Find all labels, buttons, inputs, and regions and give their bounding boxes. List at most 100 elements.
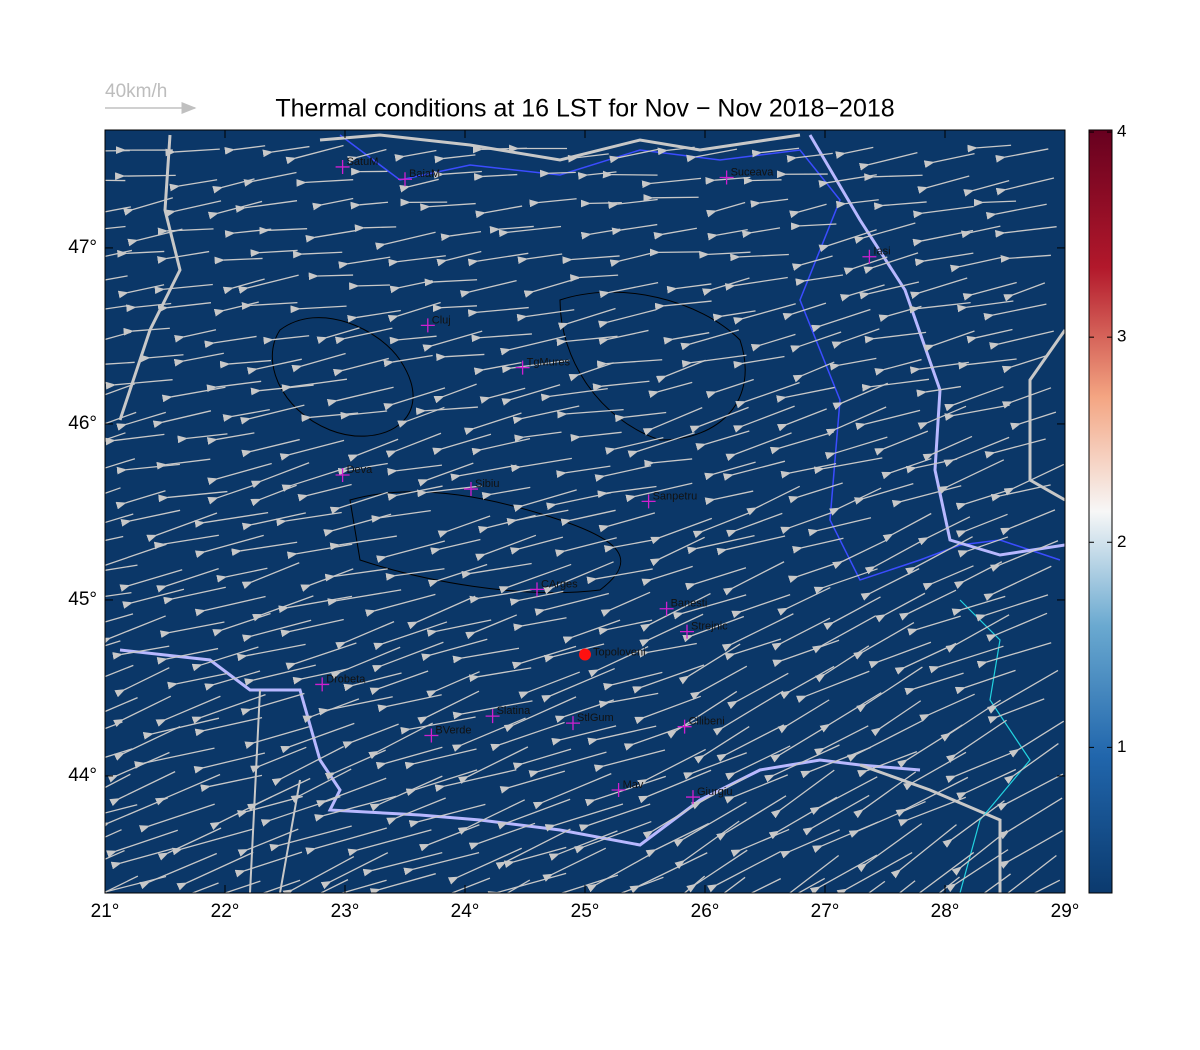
wind-arrow [998, 855, 1057, 893]
wind-arrow [509, 590, 564, 606]
wind-arrow [962, 281, 1017, 301]
wind-arrow [825, 406, 887, 437]
wind-arrow [394, 149, 437, 162]
city-marker [659, 601, 674, 616]
wind-arrow [640, 592, 711, 632]
wind-arrow [212, 612, 271, 637]
wind-arrow [956, 768, 1017, 800]
wind-arrow [770, 769, 835, 819]
city-label: Mav [623, 779, 644, 791]
wind-arrow [772, 639, 840, 668]
wind-arrow [241, 301, 298, 310]
wind-arrow [592, 380, 650, 392]
wind-arrow [263, 335, 310, 345]
wind-arrow [116, 411, 167, 431]
city-label: Suceava [731, 166, 775, 178]
wind-arrow [383, 354, 433, 368]
wind-arrow [163, 586, 226, 605]
wind-arrow [809, 854, 878, 893]
wind-arrow [685, 567, 747, 591]
wind-arrow [839, 284, 885, 302]
wind-arrow [989, 330, 1054, 350]
wind-arrow [105, 875, 139, 893]
wind-arrow [1001, 387, 1052, 409]
country-border [859, 763, 1002, 893]
wind-arrow [209, 796, 272, 831]
wind-arrow [280, 618, 344, 638]
wind-arrow [951, 595, 1006, 617]
wind-arrow [686, 148, 738, 163]
wind-arrow [105, 640, 121, 647]
places: SatuM BaiaM Suceava Iasi Cluj TgMures Deva Sibi… [315, 156, 891, 805]
wind-arrow [704, 461, 756, 481]
wind-arrow [910, 277, 968, 300]
wind-arrow [723, 876, 746, 893]
wind-arrow [105, 432, 126, 441]
wind-arrow [870, 700, 922, 737]
wind-arrow [680, 329, 739, 351]
wind-arrow [457, 799, 526, 835]
wind-arrow [276, 511, 342, 527]
wind-arrow [207, 484, 256, 505]
wind-arrow [115, 172, 176, 181]
wind-arrow [909, 301, 971, 314]
y-tick-label: 46° [68, 413, 97, 434]
wind-arrow [503, 846, 567, 869]
wind-arrow [347, 309, 401, 323]
wind-arrow [863, 252, 919, 274]
wind-arrow [987, 669, 1059, 714]
wind-arrow [514, 431, 562, 443]
wind-arrow [231, 541, 298, 557]
wind-arrow [986, 612, 1048, 642]
wind-arrow [638, 769, 712, 804]
wind-arrow [796, 670, 870, 704]
wind-arrow [532, 773, 612, 810]
wind-arrow [860, 568, 920, 601]
wind-arrow [105, 275, 128, 281]
wind-arrow [823, 596, 881, 631]
wind-arrow [280, 722, 355, 754]
wind-arrow [416, 485, 482, 498]
wind-arrow [385, 568, 445, 581]
wind-arrow [584, 775, 666, 807]
city-marker [680, 624, 694, 639]
wind-arrow [560, 509, 616, 527]
colorbar-tick-label: 4 [1117, 122, 1126, 141]
wind-arrow [891, 485, 962, 508]
wind-arrow [375, 231, 436, 251]
wind-arrow [984, 438, 1046, 459]
wind-arrow [598, 512, 656, 533]
wind-arrow [983, 873, 1011, 893]
wind-arrow [332, 357, 389, 377]
wind-arrow [724, 774, 789, 804]
wind-arrow [330, 646, 401, 680]
wind-arrow [559, 874, 619, 893]
wind-arrow [912, 205, 974, 219]
wind-arrow [369, 670, 429, 696]
wind-arrow [120, 509, 181, 527]
wind-arrow [469, 588, 532, 604]
wind-arrow [818, 229, 877, 253]
wind-arrow [881, 457, 932, 480]
wind-arrow [944, 386, 1004, 412]
wind-arrow [813, 568, 878, 595]
wind-arrow [556, 335, 618, 347]
wind-arrow [919, 693, 975, 722]
wind-arrow [250, 484, 297, 507]
wind-arrow [835, 199, 879, 209]
wind-arrow [792, 361, 835, 383]
wind-arrow [750, 878, 782, 893]
city-label: TgMures [527, 357, 571, 369]
x-tick-label: 25° [571, 901, 600, 922]
wind-arrow [627, 432, 695, 458]
wind-arrow [236, 795, 303, 818]
wind-arrow [580, 199, 622, 208]
wind-arrow [260, 796, 341, 827]
wind-arrow [587, 725, 657, 746]
wind-arrow [408, 803, 486, 828]
wind-arrow [156, 647, 219, 665]
wind-arrow [498, 225, 562, 238]
wind-arrow [518, 671, 581, 699]
wind-arrow [372, 641, 444, 673]
